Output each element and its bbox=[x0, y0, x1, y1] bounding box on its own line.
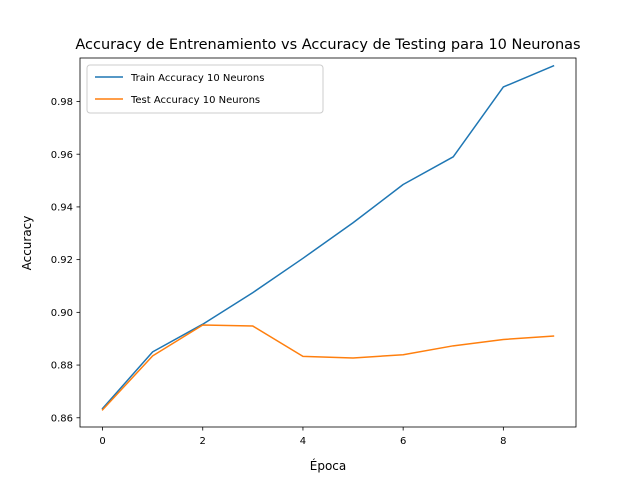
y-tick-label: 0.90 bbox=[51, 308, 73, 319]
y-tick-label: 0.86 bbox=[51, 413, 73, 424]
y-tick-label: 0.94 bbox=[51, 203, 73, 214]
plot-area: 0 2 4 6 8 0.86 0.88 0.90 0.92 0.94 0.96 0.98 Train A… bbox=[51, 57, 577, 447]
series-line-2 bbox=[101, 324, 555, 411]
y-tick-label: 0.92 bbox=[51, 255, 73, 266]
legend-label-2: Test Accuracy 10 Neurons bbox=[130, 95, 260, 106]
x-tick-label: 4 bbox=[300, 436, 306, 447]
x-tick-label: 6 bbox=[400, 436, 406, 447]
y-tick-label: 0.98 bbox=[51, 97, 73, 108]
axes-frame bbox=[79, 57, 577, 428]
x-tick-label: 2 bbox=[200, 436, 206, 447]
x-tick-label: 0 bbox=[99, 436, 105, 447]
legend-label-1: Train Accuracy 10 Neurons bbox=[130, 73, 264, 84]
x-axis-label: Época bbox=[310, 458, 347, 473]
series-line-1 bbox=[101, 64, 555, 410]
y-tick-label: 0.96 bbox=[51, 150, 73, 161]
x-tick-label: 8 bbox=[500, 436, 506, 447]
y-tick-label: 0.88 bbox=[51, 361, 73, 372]
chart-title: Accuracy de Entrenamiento vs Accuracy de… bbox=[75, 37, 580, 53]
legend-box bbox=[86, 64, 324, 114]
y-axis-label: Accuracy bbox=[20, 216, 34, 271]
